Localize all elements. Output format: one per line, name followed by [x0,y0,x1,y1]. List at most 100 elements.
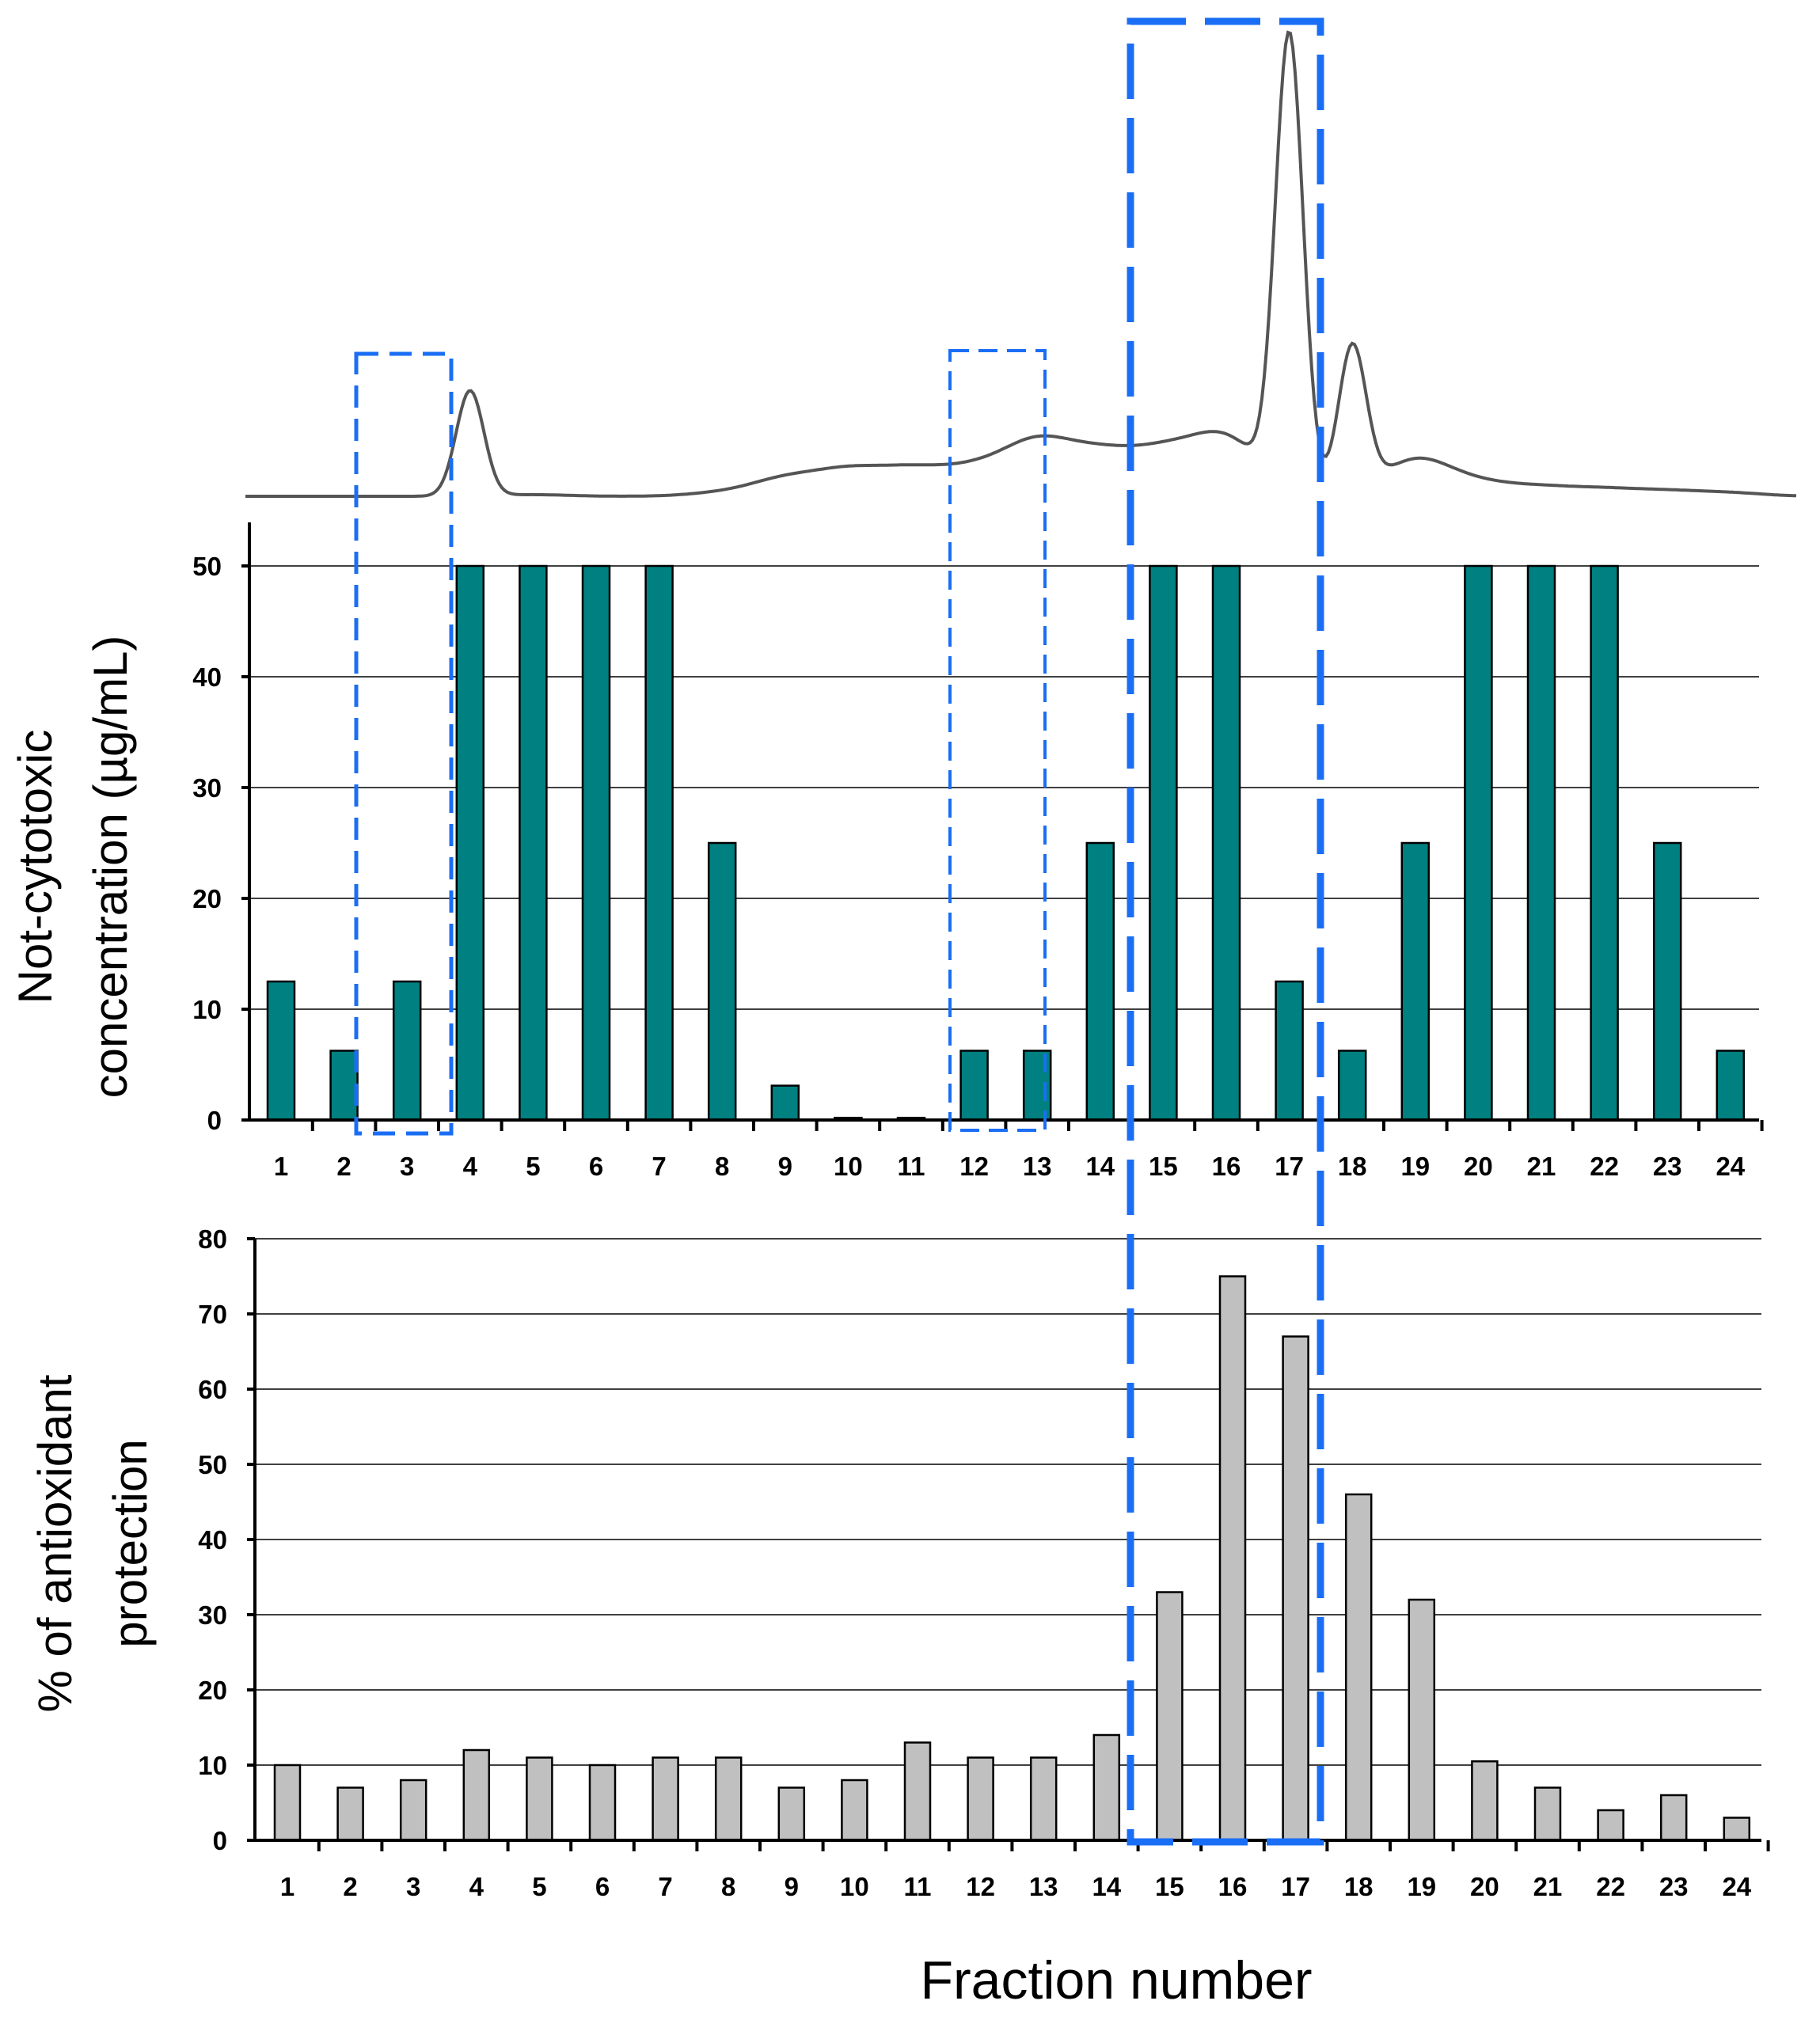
bottom-bar [903,1741,932,1842]
bottom-bar [652,1756,679,1842]
bottom-bar [526,1756,553,1842]
top-ytick-label: 30 [192,773,222,803]
top-xtick-label: 3 [400,1152,414,1181]
top-bar [1211,564,1241,1122]
bottom-bar [1659,1794,1688,1842]
bottom-bar [336,1786,364,1842]
bottom-bar [1218,1275,1247,1842]
top-ytick-label: 0 [207,1106,222,1135]
bottom-ytick-label: 70 [198,1300,227,1329]
top-bar [392,980,422,1122]
top-bar [1590,564,1619,1122]
bottom-ytick-label: 40 [198,1525,227,1555]
top-xtick-label: 7 [652,1152,666,1181]
top-bar [519,564,548,1122]
highlight-box [1127,17,1324,1846]
top-xtick-label: 8 [715,1152,729,1181]
bottom-xtick-label: 1 [280,1872,294,1901]
top-bar [1464,564,1493,1122]
top-xtick-label: 10 [834,1152,863,1181]
top-bar [1275,980,1304,1122]
top-xtick-label: 19 [1400,1152,1430,1181]
bottom-bar [1282,1335,1309,1842]
highlight-boxes [354,17,1324,1846]
top-xtick-label: 13 [1023,1152,1052,1181]
bottom-ylabel-line2: protection [104,1439,157,1648]
bottom-xtick-label: 16 [1218,1872,1248,1901]
bottom-bar [1723,1817,1751,1842]
top-bar [644,564,674,1122]
top-bar [266,980,296,1122]
bottom-xtick-label: 13 [1029,1872,1058,1901]
top-xtick-label: 23 [1653,1152,1682,1181]
bottom-ytick-label: 60 [198,1375,227,1404]
top-xtick-label: 1 [274,1152,288,1181]
bottom-xtick-label: 3 [406,1872,420,1901]
bottom-bar [1533,1786,1562,1842]
top-bar [1149,564,1178,1122]
top-xtick-label: 18 [1338,1152,1367,1181]
top-xtick-label: 12 [959,1152,989,1181]
bottom-ytick-label: 0 [213,1826,227,1855]
bottom-bar [1597,1809,1624,1842]
bottom-ytick-label: 30 [198,1600,227,1630]
x-axis-label: Fraction number [920,1950,1312,2010]
bottom-bar [1029,1756,1058,1842]
top-bar [329,1050,359,1122]
top-xtick-label: 15 [1149,1152,1178,1181]
top-bar [707,841,737,1122]
bottom-ytick-label: 20 [198,1676,227,1705]
top-bar [959,1050,989,1122]
bottom-xtick-label: 21 [1533,1872,1563,1901]
top-bar [1022,1050,1052,1122]
top-xtick-label: 16 [1212,1152,1241,1181]
top-xtick-label: 21 [1527,1152,1556,1181]
chromatogram-trace [245,30,1797,498]
top-xtick-label: 22 [1590,1152,1619,1181]
top-xtick-label: 6 [589,1152,603,1181]
top-xtick-label: 14 [1085,1152,1115,1181]
bottom-bar [399,1779,427,1842]
bottom-xtick-label: 7 [658,1872,672,1901]
top-xtick-label: 2 [336,1152,351,1181]
bottom-ylabel-line1: % of antioxidant [28,1374,82,1712]
top-ytick-label: 20 [192,884,222,913]
bottom-bar [1408,1598,1436,1842]
bottom-bar [777,1786,806,1842]
top-bar [1526,564,1556,1122]
top-bar [1716,1050,1746,1122]
bottom-xtick-label: 22 [1596,1872,1625,1901]
top-xtick-label: 9 [778,1152,792,1181]
top-ylabel-line1: Not-cytotoxic [9,730,62,1004]
top-ytick-label: 40 [192,663,222,692]
bottom-xtick-label: 14 [1092,1872,1121,1901]
bottom-bar [1092,1733,1121,1842]
bottom-xtick-label: 6 [595,1872,610,1901]
bottom-xtick-label: 12 [966,1872,995,1901]
bottom-bar [967,1756,994,1842]
highlight-box [948,349,1047,1132]
top-xtick-label: 4 [463,1152,478,1181]
bottom-xtick-label: 18 [1344,1872,1374,1901]
bottom-xtick-label: 10 [840,1872,869,1901]
bottom-bar [714,1756,743,1842]
top-xtick-label: 11 [898,1152,925,1181]
bottom-bar [1344,1493,1373,1842]
bottom-bar [588,1764,617,1842]
bottom-xtick-label: 11 [904,1872,932,1901]
bottom-ytick-label: 80 [198,1224,227,1254]
top-xtick-label: 5 [526,1152,540,1181]
bottom-bar [462,1748,491,1842]
bottom-xtick-label: 5 [532,1872,546,1901]
top-bar [1400,841,1431,1122]
top-bar [1652,841,1682,1122]
bottom-xtick-label: 4 [469,1872,484,1901]
bottom-bar [1156,1591,1184,1842]
bottom-xtick-label: 19 [1407,1872,1436,1901]
top-bar [455,564,485,1122]
bottom-xtick-label: 8 [721,1872,735,1901]
bottom-xtick-label: 9 [785,1872,799,1901]
